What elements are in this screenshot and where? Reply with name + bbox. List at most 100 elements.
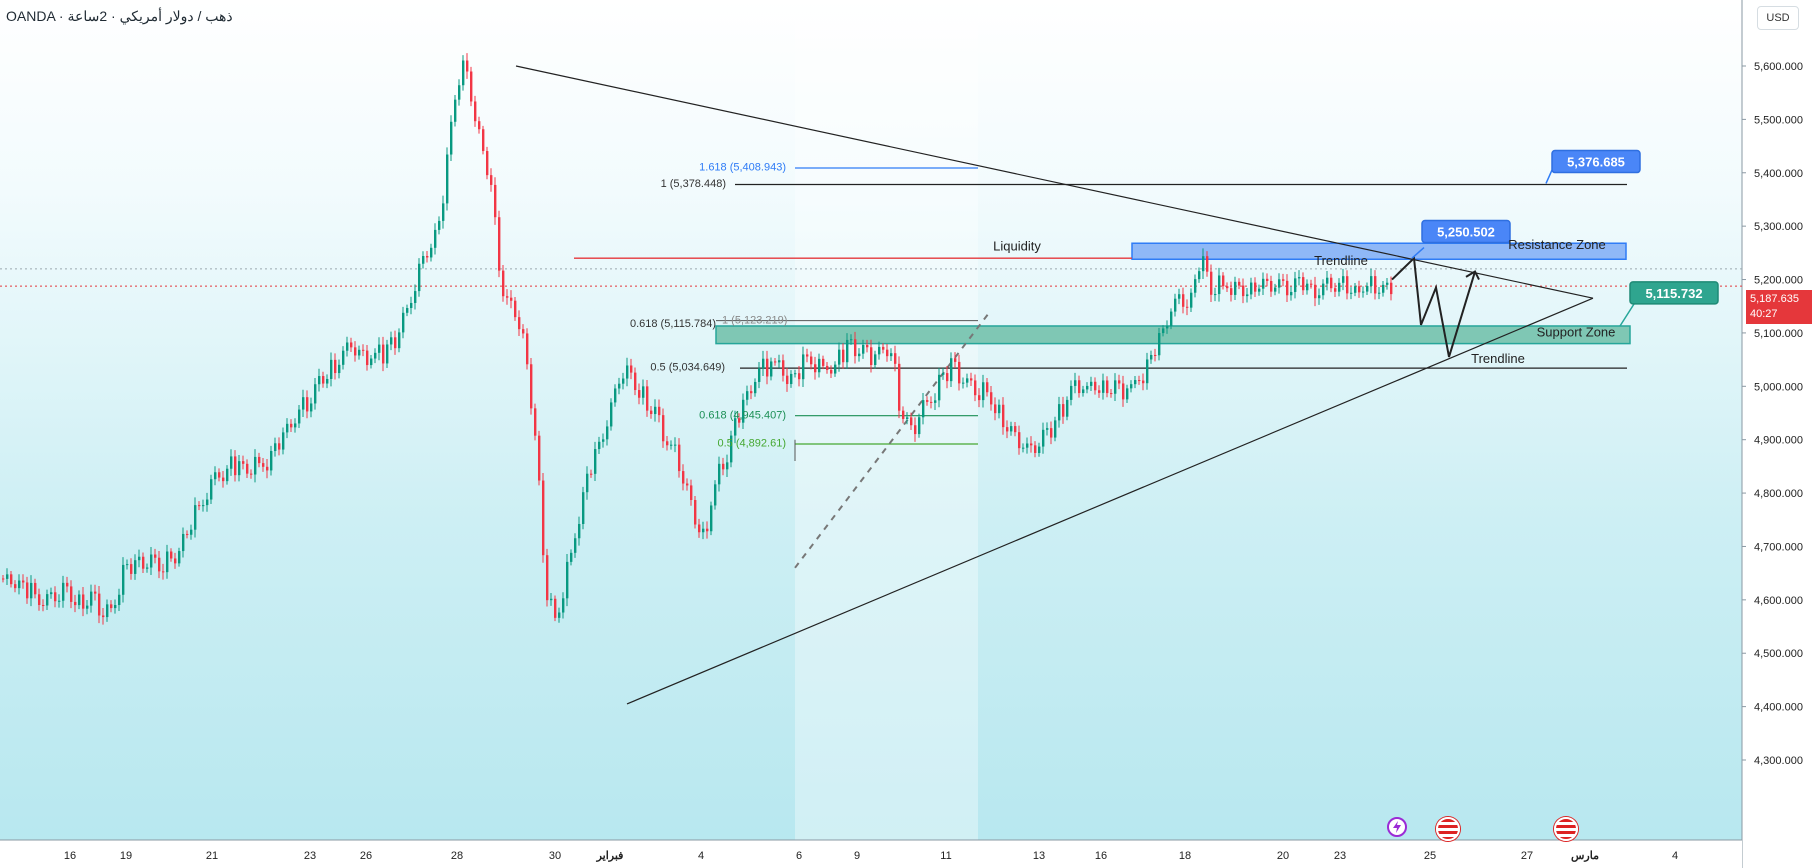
candle-body xyxy=(774,361,777,363)
liquidity-label: Liquidity xyxy=(993,239,1041,254)
candle-body xyxy=(594,449,597,474)
candle-body xyxy=(1010,426,1013,432)
candle-up xyxy=(62,575,65,608)
candle-body xyxy=(542,480,545,556)
x-tick-label: 6 xyxy=(796,850,802,862)
candle-down xyxy=(1302,272,1305,295)
candle-up xyxy=(166,544,169,579)
candle-up xyxy=(1146,352,1149,390)
candle-body xyxy=(798,373,801,380)
candle-up xyxy=(818,353,821,378)
candle-up xyxy=(950,352,953,388)
candle-body xyxy=(694,500,697,525)
target-1-leader xyxy=(1545,169,1553,184)
candle-body xyxy=(546,555,549,601)
candle-body xyxy=(34,582,37,595)
candle-down xyxy=(350,337,353,353)
candle-up xyxy=(1126,384,1129,403)
candle-down xyxy=(142,552,145,573)
candle-down xyxy=(1226,282,1229,293)
candle-body xyxy=(242,461,245,464)
price-scale-panel xyxy=(1742,0,1815,868)
candle-up xyxy=(734,410,737,444)
candle-up xyxy=(50,587,53,599)
x-tick-label: 23 xyxy=(1334,850,1346,862)
candle-up xyxy=(594,441,597,481)
candle-down xyxy=(1110,389,1113,398)
candle-body xyxy=(1378,292,1381,294)
candle-down xyxy=(1238,278,1241,290)
candle-down xyxy=(782,354,785,382)
x-tick-label: 19 xyxy=(120,850,132,862)
candle-body xyxy=(1194,279,1197,293)
candle-up xyxy=(6,568,9,586)
candle-body xyxy=(1026,443,1029,448)
candle-body xyxy=(1118,380,1121,384)
candle-up xyxy=(274,437,277,457)
candle-up xyxy=(1290,286,1293,301)
candle-down xyxy=(990,386,993,411)
candle-up xyxy=(230,449,233,476)
candle-body xyxy=(1030,443,1033,446)
candle-body xyxy=(1150,354,1153,360)
symbol-header[interactable]: OANDA · ذهب / دولار أمريكي · 2ساعة xyxy=(6,8,233,25)
candle-body xyxy=(358,349,361,356)
us-flag-event-icon-2[interactable] xyxy=(1554,817,1578,841)
candle-down xyxy=(1282,273,1285,287)
projection-path xyxy=(1391,256,1476,358)
candle-down xyxy=(634,367,637,396)
us-flag-event-icon[interactable] xyxy=(1436,817,1460,841)
target-2-box xyxy=(1421,219,1511,244)
candle-up xyxy=(1162,325,1165,337)
candle-body xyxy=(1198,271,1201,280)
candle-body xyxy=(1114,380,1117,394)
candle-body xyxy=(50,592,53,595)
candle-down xyxy=(70,580,73,609)
last-price-value: 5,187.635 xyxy=(1750,293,1799,305)
candle-down xyxy=(526,328,529,370)
candle-up xyxy=(710,501,713,536)
candle-body xyxy=(1322,283,1325,296)
candle-body xyxy=(1074,380,1077,386)
candle-up xyxy=(450,115,453,162)
candle-down xyxy=(974,374,977,402)
candle-body xyxy=(562,598,565,613)
candle-up xyxy=(770,357,773,381)
candle-body xyxy=(1346,276,1349,294)
candle-up xyxy=(890,348,893,362)
candle-body xyxy=(286,423,289,433)
candle-down xyxy=(470,66,473,107)
candle-body xyxy=(1338,282,1341,292)
candle-body xyxy=(254,456,257,475)
candle-up xyxy=(1354,282,1357,297)
candle-body xyxy=(1062,404,1065,417)
candle-up xyxy=(122,557,125,603)
candle-down xyxy=(554,595,557,622)
candle-up xyxy=(1026,437,1029,454)
candle-down xyxy=(1098,385,1101,398)
currency-button[interactable]: USD xyxy=(1757,6,1799,30)
candle-down xyxy=(766,350,769,385)
candle-body xyxy=(1130,384,1133,389)
candle-body xyxy=(406,308,409,313)
candle-up xyxy=(1082,385,1085,397)
candle-down xyxy=(1346,270,1349,300)
target-3-label: 5,115.732 xyxy=(1645,286,1702,301)
candle-body xyxy=(978,395,981,401)
candle-up xyxy=(330,352,333,387)
projection-arrowhead xyxy=(1465,270,1480,280)
last-price-badge: 5,187.635 40:27 xyxy=(1746,290,1812,324)
candle-up xyxy=(918,413,921,438)
candle-up xyxy=(86,600,89,615)
lightning-event-icon[interactable] xyxy=(1387,817,1407,837)
candle-down xyxy=(798,366,801,387)
x-tick-label: 30 xyxy=(549,850,561,862)
candle-up xyxy=(458,79,461,106)
candle-down xyxy=(158,551,161,579)
candle-body xyxy=(766,358,769,377)
candle-body xyxy=(890,353,893,357)
candle-up xyxy=(1338,278,1341,297)
candle-body xyxy=(750,391,753,394)
candle-up xyxy=(1038,442,1041,457)
